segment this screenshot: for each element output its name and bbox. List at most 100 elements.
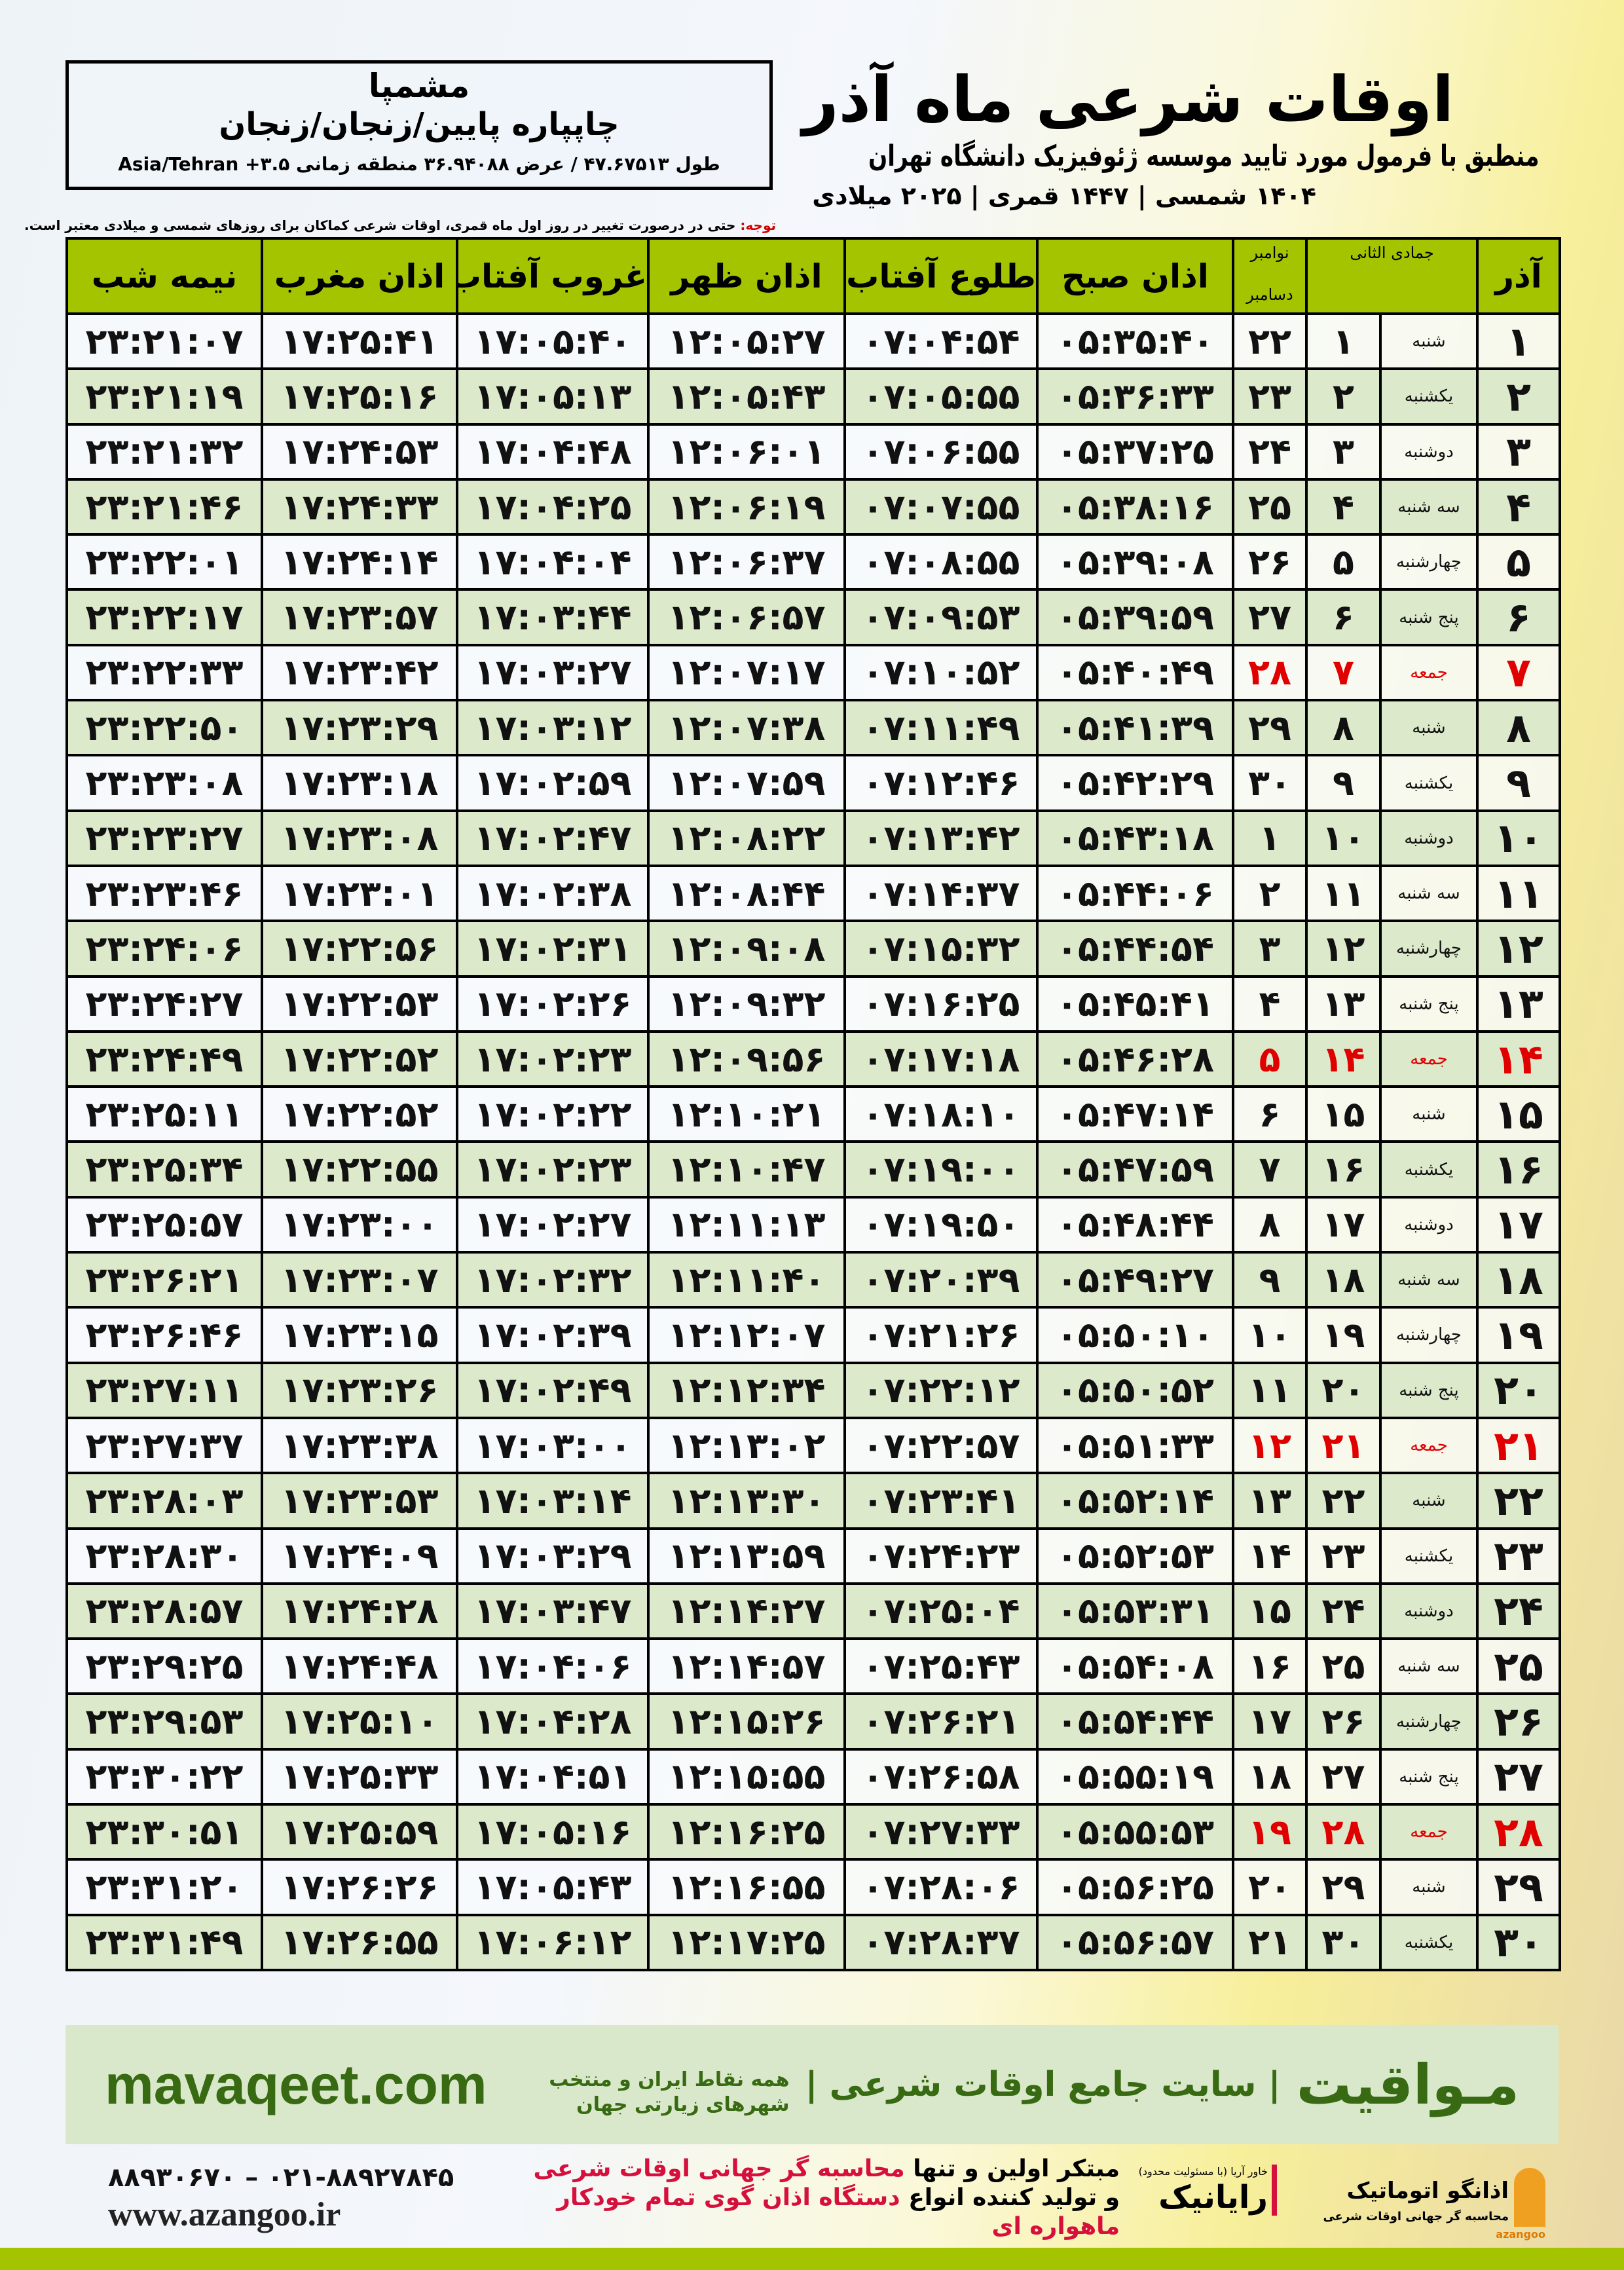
cell-weekday: پنج شنبه [1379, 1361, 1479, 1419]
table-row: ۵ چهارشنبه ۵ ۲۶ ۰۵:۳۹:۰۸ ۰۷:۰۸:۵۵ ۱۲:۰۶:۳۷ ۱۷:۰… [65, 533, 1561, 591]
table-body: ۱ شنبه ۱ ۲۲ ۰۵:۳۵:۴۰ ۰۷:۰۴:۵۴ ۱۲:۰۵:۲۷ ۱۷:۰۵:۴۰… [65, 312, 1561, 1971]
cell-midnight: ۲۳:۲۴:۰۶ [65, 920, 263, 978]
cell-day: ۱۹ [1476, 1306, 1561, 1364]
cell-hijri-day: ۲۳ [1305, 1527, 1382, 1585]
table-row: ۱۶ یکشنبه ۱۶ ۷ ۰۵:۴۷:۵۹ ۰۷:۱۹:۰۰ ۱۲:۱۰:۴۷ ۱۷:۰۲… [65, 1140, 1561, 1199]
cell-fajr: ۰۵:۴۰:۴۹ [1036, 643, 1234, 702]
cell-maghrib: ۱۷:۲۶:۲۶ [261, 1858, 458, 1916]
cell-fajr: ۰۵:۵۱:۳۳ [1036, 1416, 1234, 1475]
cell-day: ۹ [1476, 754, 1561, 812]
cell-gregorian-day: ۱۰ [1232, 1306, 1308, 1364]
cell-weekday: پنج شنبه [1379, 588, 1479, 646]
cell-fajr: ۰۵:۴۱:۳۹ [1036, 699, 1234, 757]
cell-maghrib: ۱۷:۲۳:۰۸ [261, 809, 458, 867]
cell-day: ۲۶ [1476, 1692, 1561, 1751]
cell-sunrise: ۰۷:۱۰:۵۲ [843, 643, 1039, 702]
header-sunrise: طلوع آفتاب [843, 237, 1039, 315]
cell-weekday: شنبه [1379, 1858, 1479, 1916]
cell-day: ۱۷ [1476, 1195, 1561, 1254]
cell-day: ۱۱ [1476, 864, 1561, 923]
cell-weekday: چهارشنبه [1379, 533, 1479, 591]
cell-midnight: ۲۳:۲۱:۳۲ [65, 422, 263, 481]
mavaqeet-logo-text: مـواقیت [1296, 2053, 1519, 2117]
cell-weekday: یکشنبه [1379, 754, 1479, 812]
cell-hijri-day: ۲۴ [1305, 1582, 1382, 1641]
cell-sunrise: ۰۷:۱۹:۰۰ [843, 1140, 1039, 1199]
cell-fajr: ۰۵:۵۶:۵۷ [1036, 1913, 1234, 1971]
cell-maghrib: ۱۷:۲۲:۵۵ [261, 1140, 458, 1199]
cell-day: ۱۲ [1476, 920, 1561, 978]
cell-dhuhr: ۱۲:۰۸:۲۲ [647, 809, 846, 867]
cell-hijri-day: ۱۰ [1305, 809, 1382, 867]
cell-gregorian-day: ۱۶ [1232, 1637, 1308, 1696]
cell-maghrib: ۱۷:۲۴:۰۹ [261, 1527, 458, 1585]
cell-sunset: ۱۷:۰۵:۱۳ [456, 367, 650, 426]
cell-midnight: ۲۳:۲۶:۲۱ [65, 1251, 263, 1309]
cell-sunrise: ۰۷:۱۲:۴۶ [843, 754, 1039, 812]
cell-day: ۲۱ [1476, 1416, 1561, 1475]
cell-maghrib: ۱۷:۲۳:۲۶ [261, 1361, 458, 1419]
cell-midnight: ۲۳:۲۲:۳۳ [65, 643, 263, 702]
cell-gregorian-day: ۲۹ [1232, 699, 1308, 757]
note: توجه: حتی در درصورت تغییر در روز اول ماه… [24, 217, 776, 233]
cell-day: ۱ [1476, 312, 1561, 371]
cell-hijri-day: ۹ [1305, 754, 1382, 812]
cell-hijri-day: ۲۱ [1305, 1416, 1382, 1475]
cell-gregorian-day: ۱۲ [1232, 1416, 1308, 1475]
cell-dhuhr: ۱۲:۱۵:۲۶ [647, 1692, 846, 1751]
cell-sunrise: ۰۷:۱۹:۵۰ [843, 1195, 1039, 1254]
cell-hijri-day: ۱۶ [1305, 1140, 1382, 1199]
cell-day: ۱۰ [1476, 809, 1561, 867]
cell-gregorian-day: ۲ [1232, 864, 1308, 923]
cell-hijri-day: ۱۷ [1305, 1195, 1382, 1254]
header-gregorian: نوامبر دسامبر [1232, 237, 1308, 315]
cell-maghrib: ۱۷:۲۳:۰۷ [261, 1251, 458, 1309]
cell-hijri-day: ۱۸ [1305, 1251, 1382, 1309]
promo-line2-b: دستگاه اذان گوی تمام خودکار ماهواره ای [557, 2184, 1120, 2240]
cell-gregorian-day: ۲۵ [1232, 477, 1308, 536]
cell-sunset: ۱۷:۰۳:۱۴ [456, 1472, 650, 1530]
cell-dhuhr: ۱۲:۱۷:۲۵ [647, 1913, 846, 1971]
header-sunset: غروب آفتاب [456, 237, 650, 315]
cell-dhuhr: ۱۲:۱۰:۲۱ [647, 1085, 846, 1144]
cell-hijri-day: ۱۹ [1305, 1306, 1382, 1364]
cell-dhuhr: ۱۲:۰۵:۴۳ [647, 367, 846, 426]
table-row: ۱ شنبه ۱ ۲۲ ۰۵:۳۵:۴۰ ۰۷:۰۴:۵۴ ۱۲:۰۵:۲۷ ۱۷:۰۵:۴۰… [65, 312, 1561, 371]
cell-sunset: ۱۷:۰۴:۲۵ [456, 477, 650, 536]
cell-day: ۲ [1476, 367, 1561, 426]
cell-fajr: ۰۵:۴۵:۴۱ [1036, 975, 1234, 1033]
cell-day: ۱۳ [1476, 975, 1561, 1033]
cell-sunrise: ۰۷:۲۷:۳۳ [843, 1803, 1039, 1861]
cell-weekday: جمعه [1379, 1030, 1479, 1088]
cell-sunrise: ۰۷:۲۰:۳۹ [843, 1251, 1039, 1309]
cell-sunrise: ۰۷:۱۷:۱۸ [843, 1030, 1039, 1088]
azangoo-sub: محاسبه گر جهانی اوقات شرعی [1323, 2210, 1509, 2223]
cell-sunrise: ۰۷:۰۹:۵۳ [843, 588, 1039, 646]
cell-hijri-day: ۲۶ [1305, 1692, 1382, 1751]
mavaqeet-tagline: همه نقاط ایران و منتخب شهرهای زیارتی جها… [549, 2068, 790, 2116]
page-subtitle: منطبق با فرمول مورد تایید موسسه ژئوفیزیک… [868, 140, 1539, 173]
note-text: حتی در درصورت تغییر در روز اول ماه قمری،… [24, 217, 741, 233]
cell-weekday: شنبه [1379, 699, 1479, 757]
cell-dhuhr: ۱۲:۰۹:۵۶ [647, 1030, 846, 1088]
cell-weekday: جمعه [1379, 1416, 1479, 1475]
cell-sunrise: ۰۷:۲۱:۲۶ [843, 1306, 1039, 1364]
cell-midnight: ۲۳:۲۲:۰۱ [65, 533, 263, 591]
azangoo-name: اذانگو اتوماتیک [1346, 2178, 1509, 2204]
page-title: اوقات شرعی ماه آذر [802, 63, 1454, 136]
cell-day: ۵ [1476, 533, 1561, 591]
cell-hijri-day: ۲۵ [1305, 1637, 1382, 1696]
cell-fajr: ۰۵:۴۸:۴۴ [1036, 1195, 1234, 1254]
header-midnight: نیمه شب [65, 237, 263, 315]
table-row: ۲۶ چهارشنبه ۲۶ ۱۷ ۰۵:۵۴:۴۴ ۰۷:۲۶:۲۱ ۱۲:۱۵:۲۶ ۱۷… [65, 1692, 1561, 1751]
cell-hijri-day: ۱۵ [1305, 1085, 1382, 1144]
cell-maghrib: ۱۷:۲۵:۳۳ [261, 1747, 458, 1806]
cell-midnight: ۲۳:۲۴:۲۷ [65, 975, 263, 1033]
mavaqeet-url[interactable]: mavaqeet.com [105, 2053, 487, 2115]
cell-dhuhr: ۱۲:۰۷:۳۸ [647, 699, 846, 757]
cell-hijri-day: ۱ [1305, 312, 1382, 371]
phone-numbers: ۰۲۱-۸۸۹۲۷۸۴۵ – ۸۸۹۳۰۶۷۰ [108, 2163, 454, 2193]
azangoo-website[interactable]: www.azangoo.ir [108, 2196, 341, 2233]
cell-midnight: ۲۳:۲۱:۱۹ [65, 367, 263, 426]
cell-midnight: ۲۳:۲۹:۲۵ [65, 1637, 263, 1696]
